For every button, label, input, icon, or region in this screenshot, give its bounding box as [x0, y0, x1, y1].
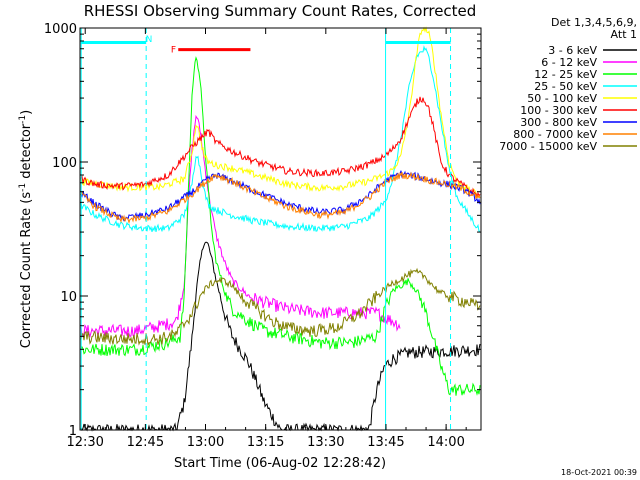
axes-layer: 12:30 12:45 13:00 13:15 13:30 13:45 14:00 1 10 10…: [44, 22, 481, 450]
y-tick-label-0: 1: [69, 424, 77, 439]
series-line-5: [80, 96, 481, 198]
series-line-1: [80, 114, 401, 340]
x-tick-label-1: 12:45: [127, 435, 164, 450]
legend-header-line-1: Det 1,3,4,5,6,9,: [551, 16, 637, 29]
y-axis-label-main: Corrected Count Rate (s: [19, 192, 34, 349]
chart-data-layer: NF: [80, 26, 481, 432]
legend-header-line-2: Att 1: [611, 28, 637, 41]
legend-label-7: 800 - 7000 keV: [513, 128, 597, 141]
plot-frame: [79, 27, 482, 431]
x-axis-label: Start Time (06-Aug-02 12:28:42): [174, 456, 386, 471]
annotation-label-7: N: [146, 35, 153, 45]
legend-label-1: 6 - 12 keV: [541, 56, 597, 69]
y-axis-label-exp2: -1: [18, 115, 28, 124]
y-axis-label-mid: detector: [19, 123, 34, 183]
y-tick-label-3: 1000: [44, 22, 77, 37]
series-line-2: [80, 56, 481, 396]
x-tick-label-4: 13:30: [307, 435, 344, 450]
legend-label-6: 300 - 800 keV: [520, 116, 597, 129]
legend-label-4: 50 - 100 keV: [527, 92, 597, 105]
x-tick-label-0: 12:30: [66, 435, 103, 450]
footer-timestamp: 18-Oct-2021 00:39: [561, 468, 637, 477]
x-tick-label-6: 14:00: [427, 435, 464, 450]
legend-label-3: 25 - 50 keV: [534, 80, 597, 93]
series-line-3: [80, 45, 481, 233]
series-line-7: [80, 171, 481, 224]
chart-title: RHESSI Observing Summary Count Rates, Co…: [84, 2, 477, 20]
series-line-4: [80, 26, 481, 199]
legend-label-5: 100 - 300 keV: [520, 104, 597, 117]
y-tick-label-1: 10: [60, 290, 77, 305]
y-axis-label-exp1: -1: [18, 183, 28, 192]
y-axis-label-end: ): [19, 110, 34, 115]
y-tick-label-2: 100: [52, 156, 77, 171]
x-tick-label-2: 13:00: [187, 435, 224, 450]
y-axis-label: Corrected Count Rate (s-1 detector-1): [18, 110, 34, 348]
x-tick-label-5: 13:45: [367, 435, 404, 450]
legend-label-2: 12 - 25 keV: [534, 68, 597, 81]
legend-label-8: 7000 - 15000 keV: [499, 140, 597, 153]
legend-label-0: 3 - 6 keV: [548, 44, 597, 57]
annotation-label-8: F: [171, 46, 176, 56]
x-tick-label-3: 13:15: [247, 435, 284, 450]
series-line-8: [80, 267, 481, 346]
